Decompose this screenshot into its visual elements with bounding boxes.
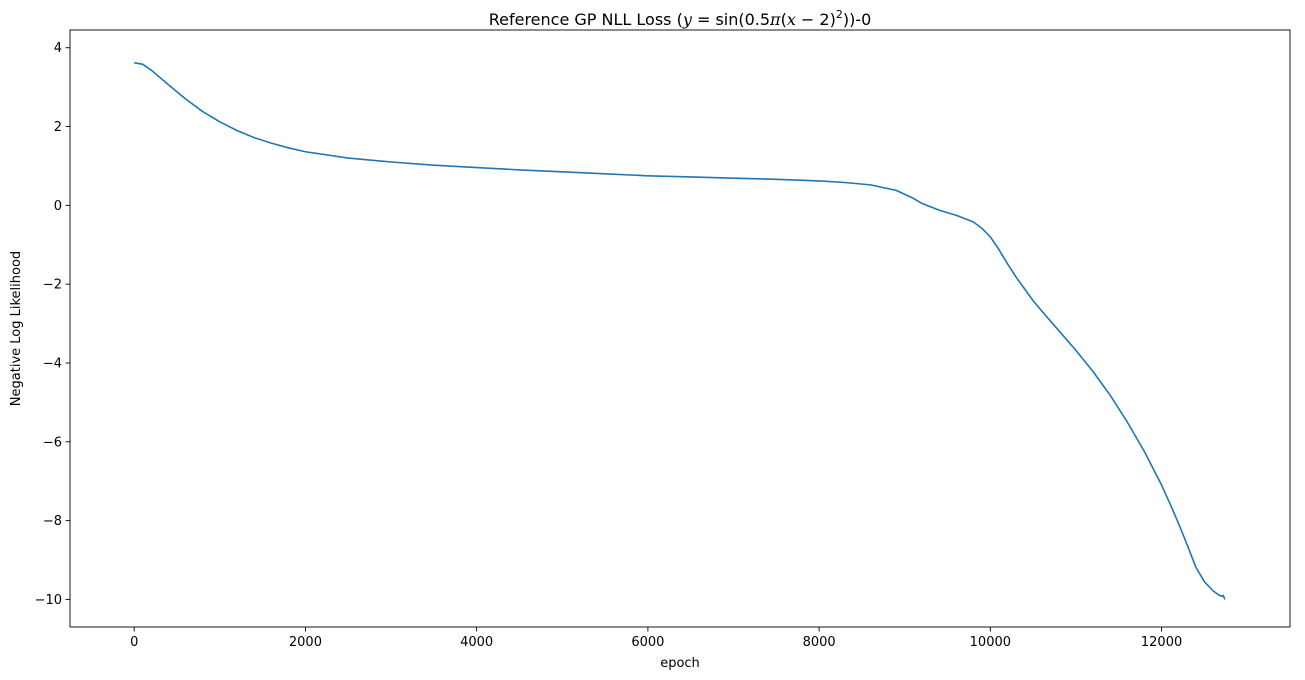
x-tick-label: 0 xyxy=(130,635,138,650)
title-eq: = sin(0.5 xyxy=(692,10,770,29)
y-tick-label: 4 xyxy=(54,41,62,56)
x-tick-label: 12000 xyxy=(1141,635,1182,650)
x-tick-label: 6000 xyxy=(631,635,664,650)
y-tick-label: −8 xyxy=(43,514,62,529)
series-line xyxy=(134,61,1226,600)
y-tick-label: −6 xyxy=(43,435,62,450)
y-tick-label: 0 xyxy=(54,199,62,214)
y-tick-label: −4 xyxy=(43,356,62,371)
title-x: x xyxy=(787,10,796,29)
title-suffix: ))-0 xyxy=(843,10,871,29)
title-pi: π xyxy=(769,10,781,29)
y-tick-label: −10 xyxy=(35,593,62,608)
chart-title: Reference GP NLL Loss (y = sin(0.5π(x − … xyxy=(489,8,872,29)
title-prefix: Reference GP NLL Loss ( xyxy=(489,10,683,29)
title-y: y xyxy=(682,10,693,29)
y-tick-label: −2 xyxy=(43,278,62,293)
title-x-open: ( xyxy=(781,10,787,29)
title-sup: 2 xyxy=(836,8,843,21)
x-axis-label: epoch xyxy=(660,656,700,671)
y-tick-label: 2 xyxy=(54,120,62,135)
axes-frame xyxy=(69,29,1291,628)
x-tick-label: 4000 xyxy=(460,635,493,650)
y-axis-label: Negative Log Likelihood xyxy=(9,251,24,406)
x-tick-label: 2000 xyxy=(289,635,322,650)
x-tick-label: 8000 xyxy=(803,635,836,650)
title-minus: − 2) xyxy=(796,10,836,29)
x-tick-label: 10000 xyxy=(970,635,1011,650)
plot-area: 0 2000 4000 6000 8000 10000 12000 4 2 0 −2 −4 −6 −8 −1… xyxy=(35,29,1291,650)
